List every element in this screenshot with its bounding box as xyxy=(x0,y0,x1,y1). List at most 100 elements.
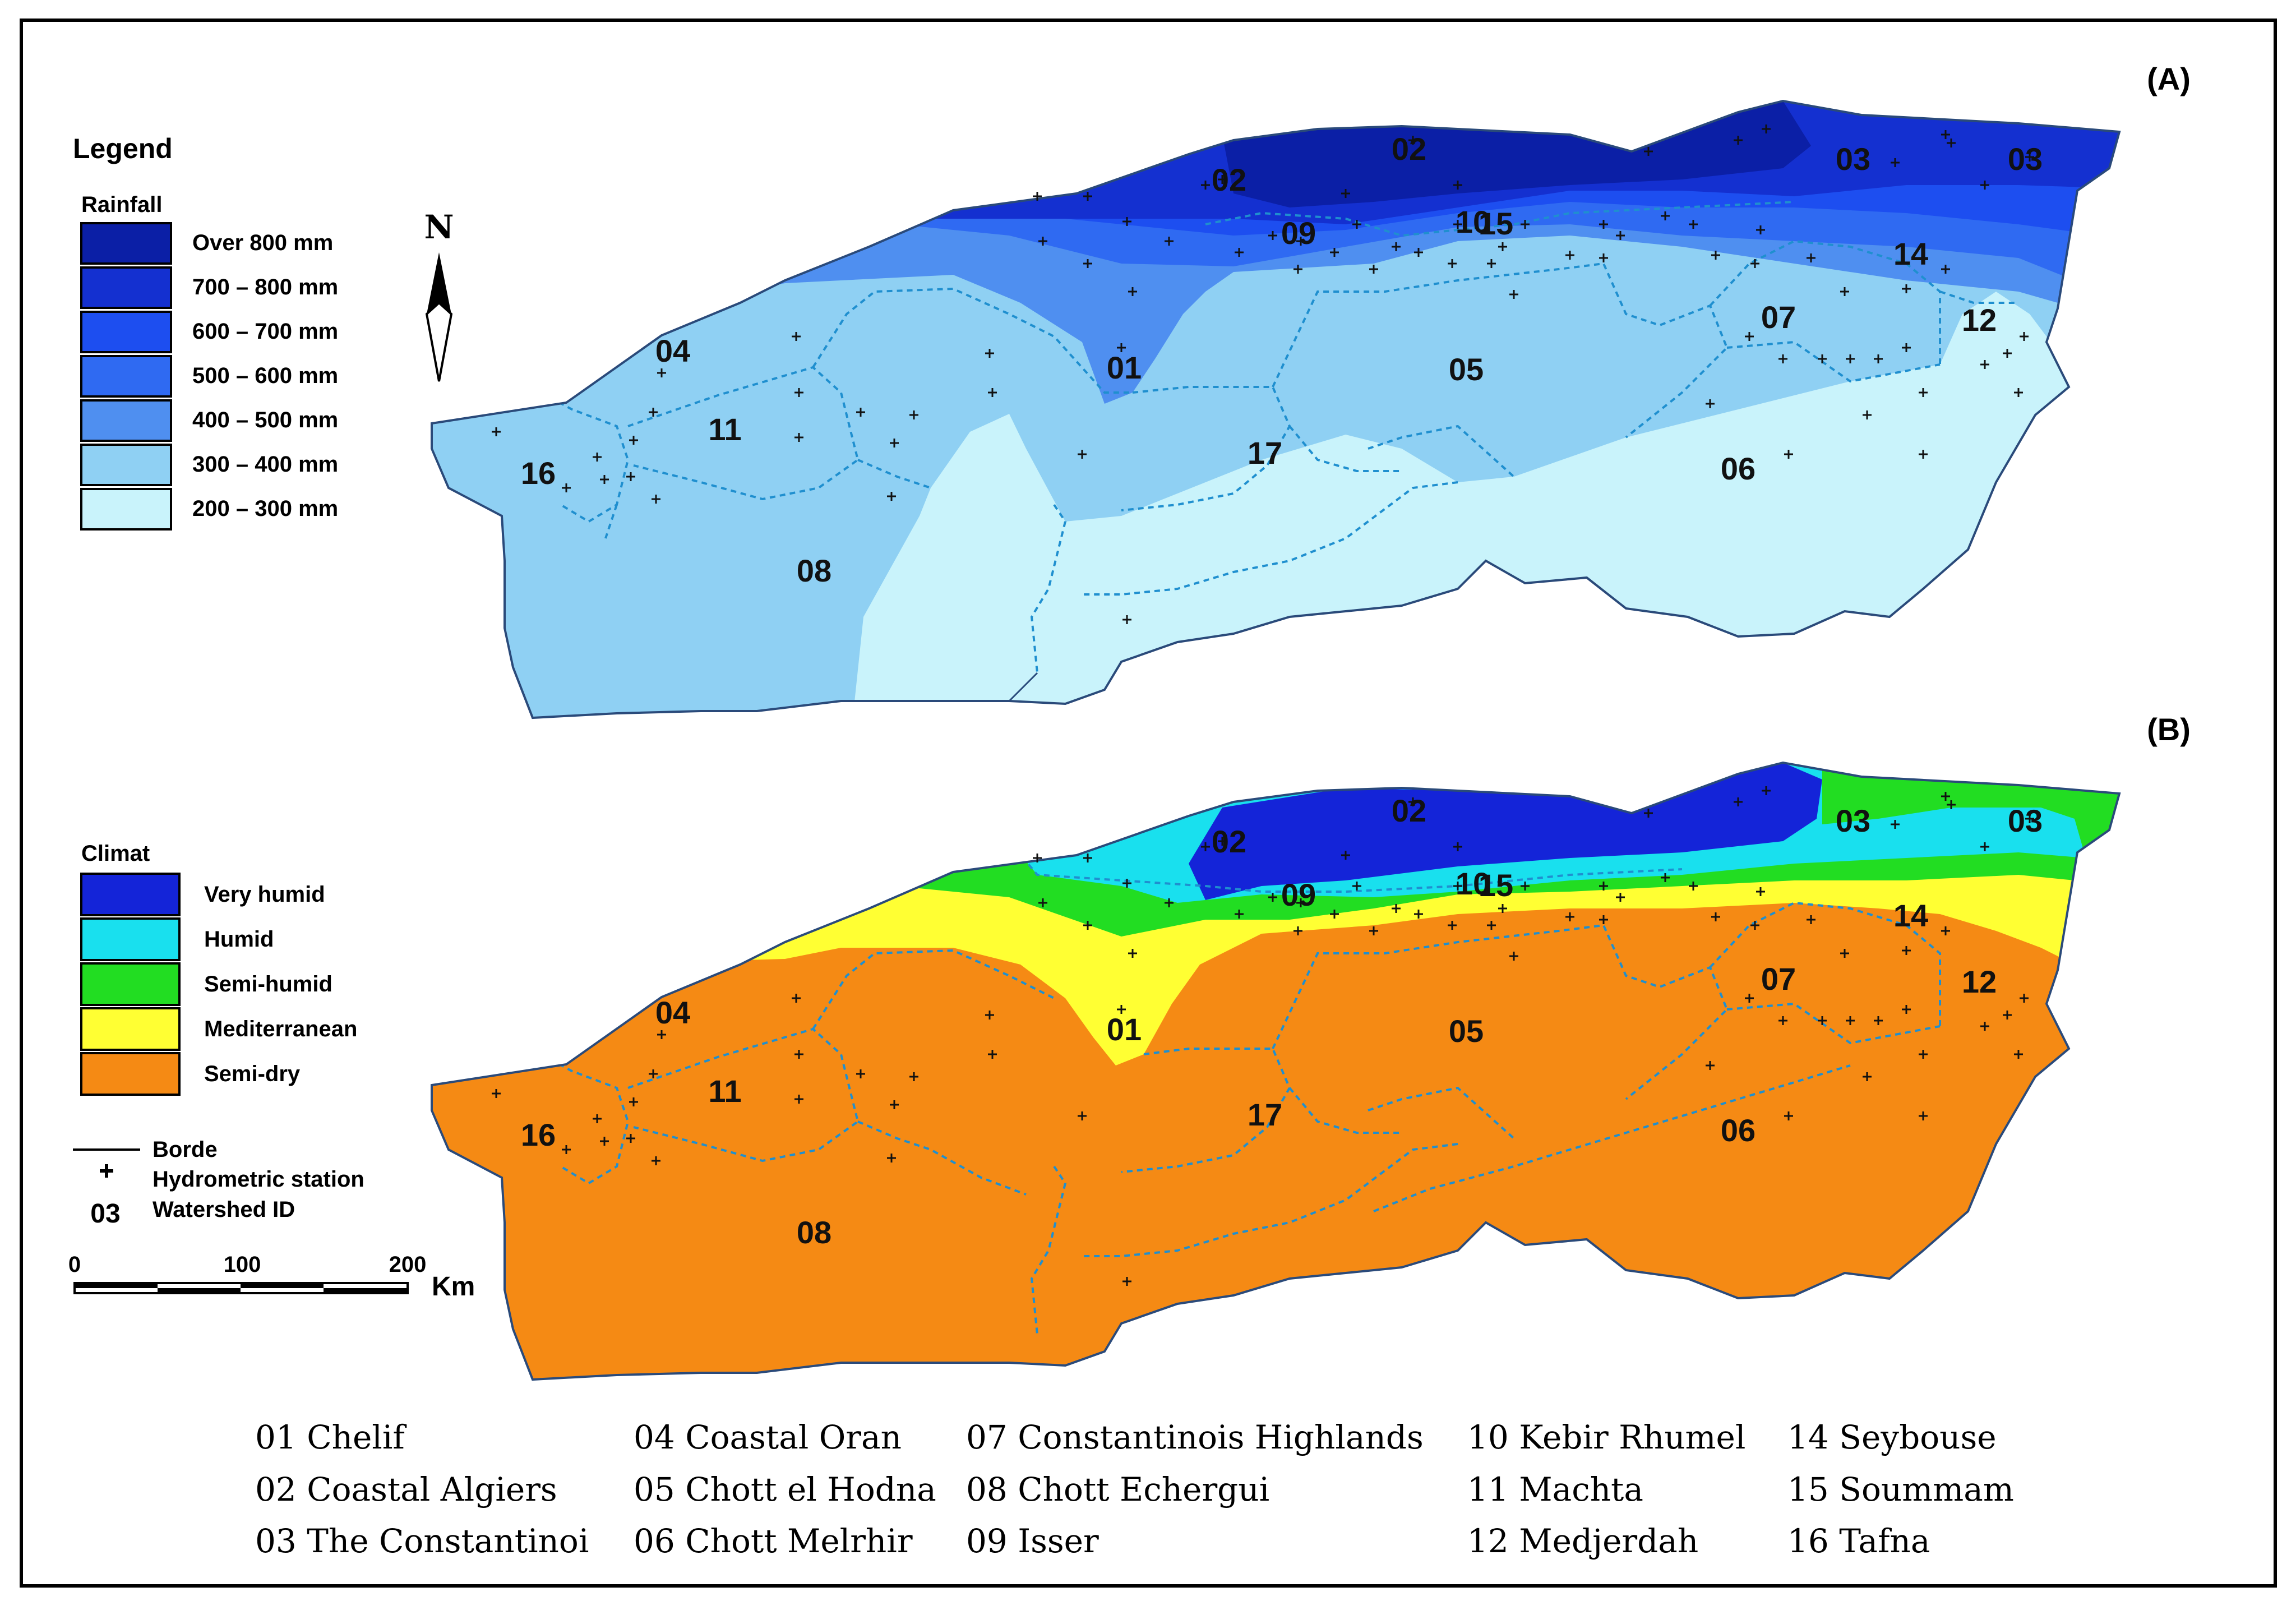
climate-class-label: Semi-dry xyxy=(204,1062,301,1086)
station-marker xyxy=(1599,220,1608,229)
station-marker xyxy=(1117,343,1126,352)
scale-tick-0: 0 xyxy=(68,1252,81,1277)
watershed-id-label: 02 xyxy=(1212,824,1246,859)
climate-swatch xyxy=(80,873,181,916)
station-marker xyxy=(626,472,635,481)
station-marker xyxy=(1980,360,1989,369)
station-marker xyxy=(1498,242,1507,251)
watershed-name: 12 Medjerdah xyxy=(1467,1522,1698,1560)
station-marker xyxy=(1756,887,1765,896)
station-marker xyxy=(909,1072,918,1081)
rainfall-swatch xyxy=(80,311,172,353)
scale-unit: Km xyxy=(432,1272,475,1302)
watershed-id-label: 01 xyxy=(1107,1012,1142,1047)
climate-swatch xyxy=(80,1007,181,1051)
rainfall-zone-200-300 xyxy=(852,292,2075,718)
station-marker xyxy=(1392,904,1401,913)
border-label: Borde xyxy=(153,1137,218,1162)
station-marker xyxy=(1408,136,1417,145)
station-marker xyxy=(1947,139,1956,147)
watershed-name-list: 01 Chelif 02 Coastal Algiers 03 The Consta… xyxy=(255,1418,2014,1560)
station-marker xyxy=(1122,615,1131,624)
rainfall-swatch xyxy=(80,266,172,309)
watershed-id-label: 02 xyxy=(1212,162,1246,197)
watershed-name: 11 Machta xyxy=(1467,1470,1643,1508)
station-marker xyxy=(1083,854,1092,862)
rainfall-swatch xyxy=(80,488,172,530)
climate-legend-items: Very humid Humid Semi-humid Mediterranean Se… xyxy=(80,873,357,1096)
station-marker xyxy=(2020,332,2029,341)
station-marker xyxy=(988,388,997,397)
station-marker xyxy=(1414,910,1423,919)
station-marker xyxy=(1807,253,1815,262)
station-marker xyxy=(1599,253,1608,262)
station-marker xyxy=(1778,1016,1787,1025)
station-marker xyxy=(1521,220,1530,229)
watershed-name: 15 Soummam xyxy=(1787,1470,2014,1508)
station-marker xyxy=(1599,915,1608,924)
scale-tick-200: 200 xyxy=(389,1252,427,1277)
station-marker xyxy=(1756,225,1765,234)
station-marker xyxy=(1565,912,1574,921)
station-marker xyxy=(1941,926,1950,935)
watershed-name: 04 Coastal Oran xyxy=(634,1418,902,1456)
climate-class-label: Semi-humid xyxy=(204,972,332,997)
watershed-ids-a: 01 02 02 03 03 04 05 06 07 08 09 10 11 12 14 15 16 17 xyxy=(521,131,2043,588)
station-marker xyxy=(1352,220,1361,229)
station-marker xyxy=(1706,1061,1715,1070)
station-marker xyxy=(1453,882,1462,891)
station-marker xyxy=(1644,147,1653,156)
station-marker xyxy=(909,410,918,419)
watershed-name: 06 Chott Melrhir xyxy=(634,1522,913,1560)
watershed-name: 14 Seybouse xyxy=(1787,1418,1997,1456)
station-marker xyxy=(794,433,803,442)
station-marker xyxy=(1201,181,1210,190)
station-marker xyxy=(1919,388,1928,397)
station-marker xyxy=(1846,354,1855,363)
station-marker xyxy=(1033,854,1042,862)
station-marker xyxy=(890,1100,899,1109)
station-marker xyxy=(1268,893,1277,902)
watershed-id-label: 02 xyxy=(1392,793,1426,828)
station-marker xyxy=(1784,450,1793,459)
station-marker xyxy=(1734,797,1743,806)
station-marker xyxy=(629,436,638,445)
station-marker xyxy=(1352,882,1361,891)
watershed-id-label: 10 xyxy=(1456,866,1490,901)
station-marker xyxy=(1083,921,1092,930)
station-marker xyxy=(2014,388,2023,397)
station-marker xyxy=(1616,893,1625,902)
watershed-name: 08 Chott Echergui xyxy=(966,1470,1269,1508)
station-marker xyxy=(1762,124,1771,133)
station-marker xyxy=(1330,248,1339,257)
border-line xyxy=(1008,672,1038,702)
station-marker xyxy=(1840,949,1849,958)
station-marker xyxy=(657,1030,666,1039)
station-marker xyxy=(1408,797,1417,806)
watershed-name: 02 Coastal Algiers xyxy=(255,1470,557,1508)
station-marker xyxy=(1745,994,1754,1003)
station-marker xyxy=(1218,837,1227,846)
station-marker xyxy=(657,368,666,377)
station-marker xyxy=(1706,399,1715,408)
station-marker xyxy=(887,492,896,501)
station-marker xyxy=(492,1089,501,1098)
watershed-id-label: 08 xyxy=(797,553,831,588)
watershed-name: 03 The Constantinoi xyxy=(255,1522,589,1560)
station-marker xyxy=(988,1050,997,1059)
station-marker xyxy=(794,1050,803,1059)
hydrometric-stations-b xyxy=(492,786,2034,1286)
watershed-id-label: 16 xyxy=(521,1117,556,1152)
station-marker xyxy=(1818,354,1827,363)
station-marker xyxy=(1296,237,1305,246)
watershed-id-label: 07 xyxy=(1761,961,1796,997)
station-marker xyxy=(1902,1005,1911,1014)
station-marker xyxy=(887,1154,896,1162)
station-marker xyxy=(1980,842,1989,851)
watershed-id-label: 03 xyxy=(2008,141,2043,177)
watershed-id-label: 09 xyxy=(1281,215,1316,251)
rainfall-class-label: Over 800 mm xyxy=(192,230,333,255)
rainfall-legend-items: Over 800 mm 700 – 800 mm 600 – 700 mm 500 –… xyxy=(80,222,338,530)
watershed-id-label: Watershed ID xyxy=(153,1197,295,1222)
watershed-id-label: 14 xyxy=(1893,236,1928,271)
